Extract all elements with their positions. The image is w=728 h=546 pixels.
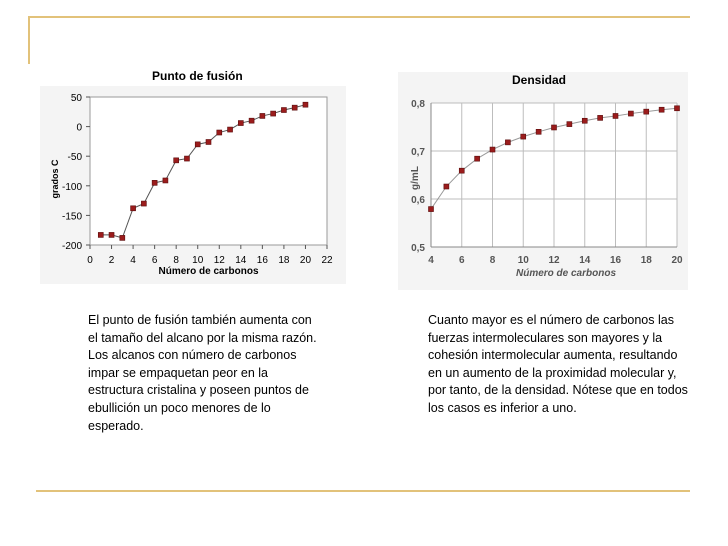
density-data-point [505, 139, 511, 146]
slide-bottom-rule [36, 490, 690, 492]
density-x-tick-label: 16 [610, 255, 622, 266]
melting-point-y-tick-label: -100 [62, 182, 82, 193]
melting-point-data-point [141, 200, 147, 207]
melting-point-y-tick-label: 50 [71, 93, 83, 104]
melting-point-x-tick-label: 16 [257, 255, 269, 266]
melting-point-x-tick-label: 2 [109, 255, 115, 266]
melting-point-data-point [259, 113, 266, 119]
melting-point-y-tick-label: -150 [62, 211, 82, 222]
melting-point-data-point [281, 107, 287, 113]
slide-top-rule [28, 16, 690, 18]
melting-point-data-point [184, 155, 190, 162]
density-data-point [581, 117, 588, 124]
melting-point-x-tick-label: 4 [130, 255, 136, 266]
density-data-point [551, 124, 557, 131]
melting-point-data-point [97, 232, 104, 238]
melting-point-explanation: El punto de fusión también aumenta con e… [88, 313, 317, 433]
melting-point-data-point [227, 126, 233, 133]
melting-point-data-point [291, 104, 298, 111]
melting-point-chart-title: Punto de fusión [152, 69, 243, 83]
density-data-point [535, 129, 542, 135]
density-data-point [628, 110, 634, 117]
melting-point-x-tick-label: 0 [87, 255, 93, 266]
density-chart-title: Densidad [512, 73, 567, 87]
melting-point-data-point [216, 129, 223, 136]
melting-point-y-tick-label: -50 [68, 152, 83, 163]
melting-point-data-point [173, 157, 179, 164]
density-x-tick-label: 10 [518, 255, 530, 266]
density-x-tick-label: 12 [548, 255, 560, 266]
density-data-point [489, 146, 496, 153]
density-x-tick-label: 8 [490, 255, 496, 266]
melting-point-plot-area [89, 96, 328, 246]
melting-point-data-point [108, 232, 115, 238]
melting-point-y-axis-label: grados C [50, 159, 60, 199]
slide-accent-vertical-line [28, 16, 30, 64]
melting-point-x-tick-label: 14 [235, 255, 247, 266]
density-x-axis-label: Número de carbonos [516, 268, 616, 279]
melting-point-data-point [238, 120, 244, 126]
melting-point-data-point [119, 235, 126, 241]
melting-point-data-point [248, 117, 255, 124]
melting-point-data-point [162, 177, 169, 184]
melting-point-y-tick-label: 0 [76, 123, 82, 134]
density-data-point [612, 113, 619, 119]
melting-point-x-tick-label: 8 [173, 255, 179, 266]
density-x-tick-label: 4 [428, 255, 434, 266]
melting-point-data-point [302, 101, 309, 108]
melting-point-data-point [151, 180, 158, 186]
density-data-point [458, 167, 465, 174]
density-data-point [643, 108, 650, 115]
melting-point-x-axis-label: Número de carbonos [158, 266, 258, 277]
melting-point-data-point [130, 205, 136, 212]
melting-point-x-tick-label: 10 [192, 255, 204, 266]
melting-point-data-point [194, 141, 201, 148]
density-x-tick-label: 18 [641, 255, 653, 266]
melting-point-x-tick-label: 6 [152, 255, 158, 266]
density-data-point [674, 105, 680, 112]
density-x-tick-label: 20 [671, 255, 683, 266]
density-data-point [566, 121, 573, 127]
density-y-axis-label: g/mL [410, 166, 421, 190]
density-data-point [428, 206, 434, 212]
density-data-point [597, 115, 603, 121]
melting-point-x-tick-label: 22 [321, 255, 333, 266]
melting-point-x-tick-label: 18 [278, 255, 290, 266]
density-x-tick-label: 14 [579, 255, 591, 266]
density-explanation: Cuanto mayor es el número de carbonos la… [428, 313, 688, 415]
density-data-point [474, 155, 480, 162]
density-y-tick-label: 0,6 [411, 195, 425, 206]
density-data-point [443, 183, 450, 190]
density-data-point [520, 133, 527, 140]
density-y-tick-label: 0,7 [411, 147, 425, 158]
melting-point-x-tick-label: 20 [300, 255, 312, 266]
melting-point-data-point [205, 139, 212, 145]
melting-point-x-tick-label: 12 [214, 255, 226, 266]
density-y-tick-label: 0,8 [411, 99, 425, 110]
density-data-point [658, 106, 665, 113]
density-x-tick-label: 6 [459, 255, 465, 266]
melting-point-data-point [270, 110, 276, 117]
melting-point-y-tick-label: -200 [62, 241, 82, 252]
density-y-tick-label: 0,5 [411, 243, 425, 254]
